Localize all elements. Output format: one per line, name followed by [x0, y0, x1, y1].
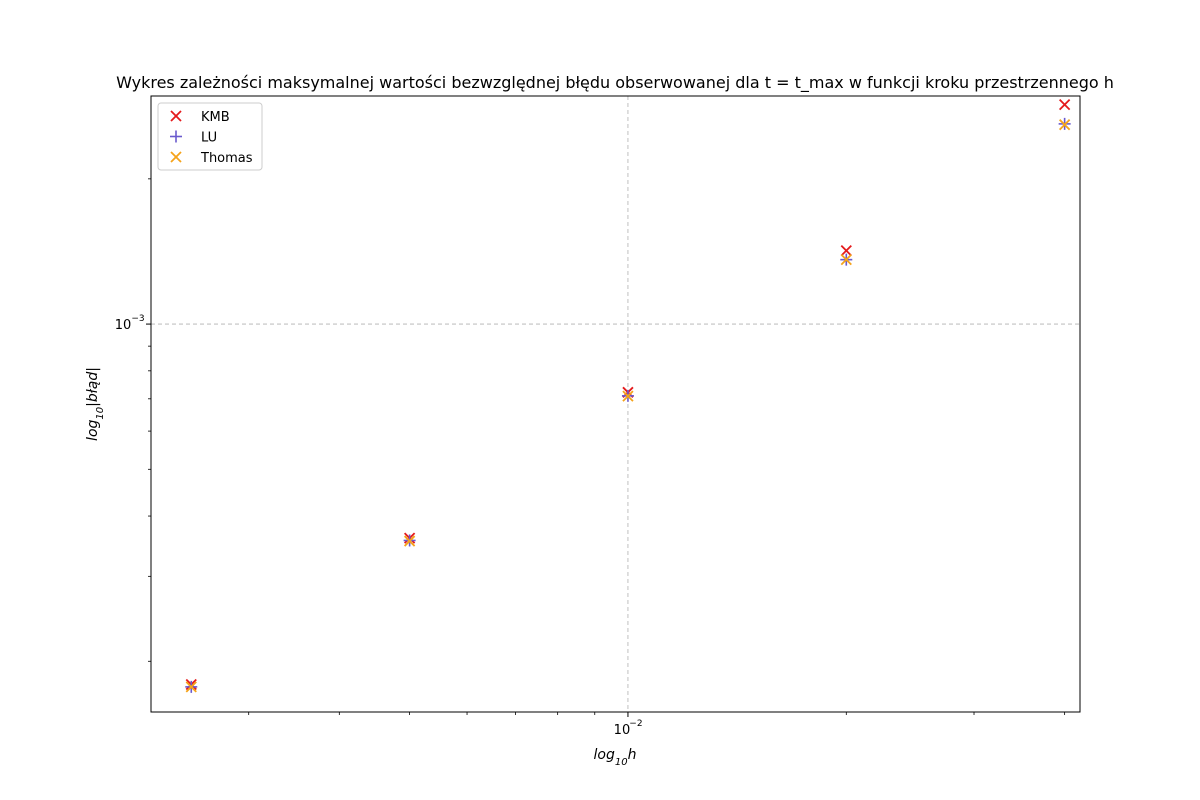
- series-thomas: [185, 119, 1071, 693]
- data-point: [403, 535, 416, 547]
- legend-box: [157, 102, 263, 171]
- data-point: [1058, 99, 1071, 111]
- y-tick-label: 10−3: [115, 314, 145, 333]
- y-axis-label: log10|błąd|: [85, 367, 106, 441]
- x-tick-label: 10−2: [614, 719, 643, 738]
- legend-label: LU: [201, 131, 217, 146]
- legend-label: Thomas: [200, 151, 253, 166]
- x-axis-label: log10h: [594, 747, 637, 768]
- data-point: [185, 681, 197, 693]
- data-point: [840, 254, 852, 266]
- chart-title: Wykres zależności maksymalnej wartości b…: [116, 73, 1114, 93]
- legend-marker: [170, 110, 182, 122]
- legend-label: KMB: [201, 110, 230, 125]
- plot-area: [150, 95, 1081, 713]
- data-points: [185, 99, 1071, 693]
- data-point: [840, 244, 852, 257]
- legend: KMB LU Thomas: [157, 102, 263, 171]
- data-point: [1058, 119, 1071, 131]
- legend-marker: [170, 130, 182, 143]
- legend-marker: [170, 151, 182, 163]
- data-point: [622, 390, 634, 402]
- grid: [151, 96, 1080, 712]
- axis-ticks: 10−2 10−3: [115, 178, 1066, 738]
